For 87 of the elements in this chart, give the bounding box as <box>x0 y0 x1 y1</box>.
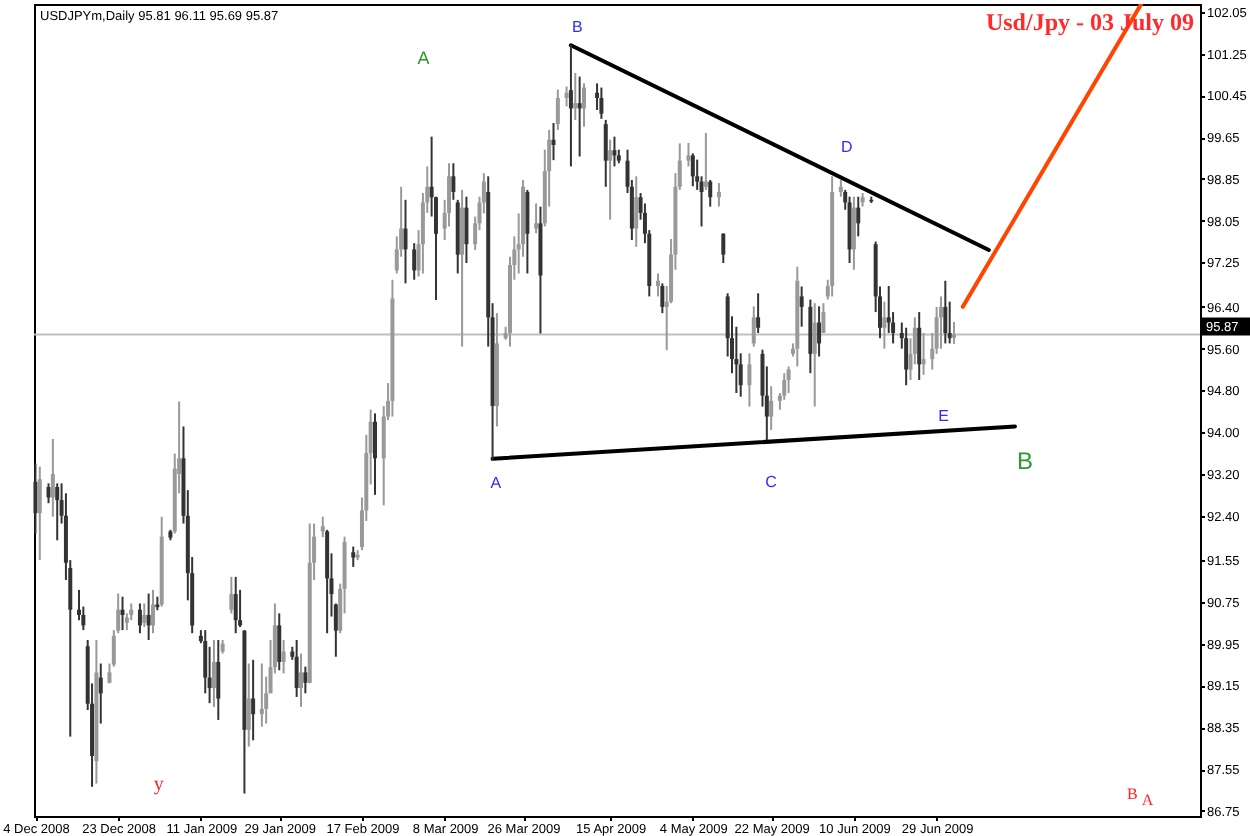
candlestick <box>246 662 251 748</box>
candlestick <box>943 279 948 345</box>
candlestick <box>690 152 695 188</box>
candlestick <box>756 292 761 334</box>
annotation: C <box>765 473 778 492</box>
candlestick <box>612 135 617 168</box>
candlestick <box>277 612 282 672</box>
candlestick <box>721 232 726 264</box>
candlestick <box>581 82 586 128</box>
annotation: E <box>938 407 949 426</box>
candlestick <box>660 282 665 315</box>
candlestick <box>50 437 55 518</box>
candlestick <box>573 71 578 121</box>
candlestick <box>203 629 208 695</box>
candlestick <box>656 272 660 298</box>
annotation: B <box>1017 447 1034 476</box>
candlestick <box>952 321 957 345</box>
candlestick <box>233 575 238 635</box>
candlestick <box>847 195 852 264</box>
candlestick <box>703 131 708 191</box>
candlestick <box>595 82 600 111</box>
candlestick <box>251 658 256 742</box>
candlestick <box>33 462 38 535</box>
candlestick <box>568 44 573 168</box>
candlestick <box>229 575 234 615</box>
annotation: D <box>840 137 853 156</box>
annotation: y <box>153 773 164 796</box>
candlestick <box>708 178 713 208</box>
candlestick <box>817 305 822 358</box>
candlestick <box>46 482 51 505</box>
candlestick <box>564 85 569 108</box>
candlestick <box>460 188 465 348</box>
candlestick <box>451 162 456 201</box>
candlestick <box>320 515 325 539</box>
candlestick <box>303 665 308 695</box>
candlestick <box>769 385 774 432</box>
candlestick <box>786 365 791 395</box>
candlestick <box>534 202 539 235</box>
annotation: A <box>417 47 430 68</box>
candlestick <box>608 138 613 221</box>
candlestick <box>747 352 752 408</box>
candlestick <box>216 639 221 721</box>
candlestick <box>634 175 639 248</box>
annotation: A <box>1141 791 1154 810</box>
candlestick <box>146 592 151 642</box>
candlestick <box>917 311 922 381</box>
candlestick <box>412 242 417 281</box>
candlestick <box>76 588 81 622</box>
candlestick <box>259 662 264 728</box>
candlestick <box>294 639 299 698</box>
candlestick <box>555 88 560 131</box>
candlestick <box>851 195 856 271</box>
candlestick <box>904 326 909 387</box>
candlestick <box>55 482 60 542</box>
candlestick <box>281 639 286 675</box>
candlestick <box>403 198 408 285</box>
annotation: A <box>490 473 503 492</box>
candlestick <box>921 331 926 376</box>
candlestick <box>751 305 756 348</box>
candlestick <box>464 195 469 264</box>
annotation: B <box>1127 784 1138 803</box>
candlestick <box>525 188 530 275</box>
candlestick <box>882 300 887 350</box>
candlestick <box>120 595 125 632</box>
candlestick <box>686 141 691 168</box>
candlestick <box>938 295 943 350</box>
candlestick <box>577 75 582 158</box>
candlestick <box>150 588 155 635</box>
candlestick <box>37 465 42 562</box>
candlestick <box>599 86 604 120</box>
candlestick <box>373 412 378 496</box>
candlestick <box>716 182 721 208</box>
candlestick <box>325 528 330 635</box>
candlestick <box>551 122 556 162</box>
candlestick <box>856 195 861 238</box>
candlestick <box>142 602 147 628</box>
candlestick <box>98 662 103 725</box>
candlestick <box>808 298 813 375</box>
candlestick <box>603 118 608 188</box>
candlestick <box>799 285 804 328</box>
candlestick <box>299 652 304 708</box>
candlestick <box>821 302 826 334</box>
candlestick <box>211 639 216 708</box>
candlestick <box>812 302 817 408</box>
annotation: B <box>572 18 583 37</box>
candlestick <box>137 602 142 635</box>
candlestick <box>351 545 356 568</box>
